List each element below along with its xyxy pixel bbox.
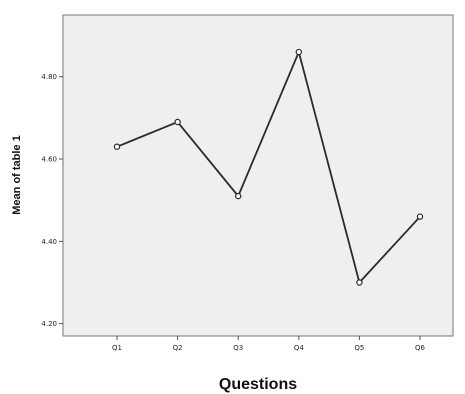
data-point-q1 [113, 143, 121, 150]
x-tick-label: Q3 [233, 344, 243, 352]
x-tick-label: Q6 [415, 344, 426, 352]
data-point-q3 [234, 192, 242, 200]
y-tick-label: 4.40 [41, 238, 57, 246]
y-tick-label: 4.20 [41, 320, 57, 328]
y-axis-title: Mean of table 1 [11, 135, 23, 214]
data-point-q5 [356, 279, 363, 286]
data-point-q6 [416, 213, 424, 220]
y-tick-label: 4.80 [41, 73, 57, 81]
x-tick-label: Q5 [354, 344, 364, 352]
series-line [116, 49, 421, 285]
y-axis-ticks: 4.20 4.40 4.60 4.80 [41, 73, 63, 328]
x-axis-title: Questions [219, 376, 297, 393]
data-point-markers [113, 48, 424, 286]
x-tick-label: Q1 [112, 344, 122, 352]
data-point-q2 [174, 118, 181, 126]
data-point-q4 [295, 48, 302, 56]
plot-area [62, 14, 454, 337]
x-axis-ticks: Q1 Q2 Q3 Q4 Q5 Q6 [112, 336, 426, 352]
x-tick-label: Q2 [173, 344, 183, 352]
x-tick-label: Q4 [294, 344, 305, 352]
y-tick-label: 4.60 [41, 156, 57, 164]
